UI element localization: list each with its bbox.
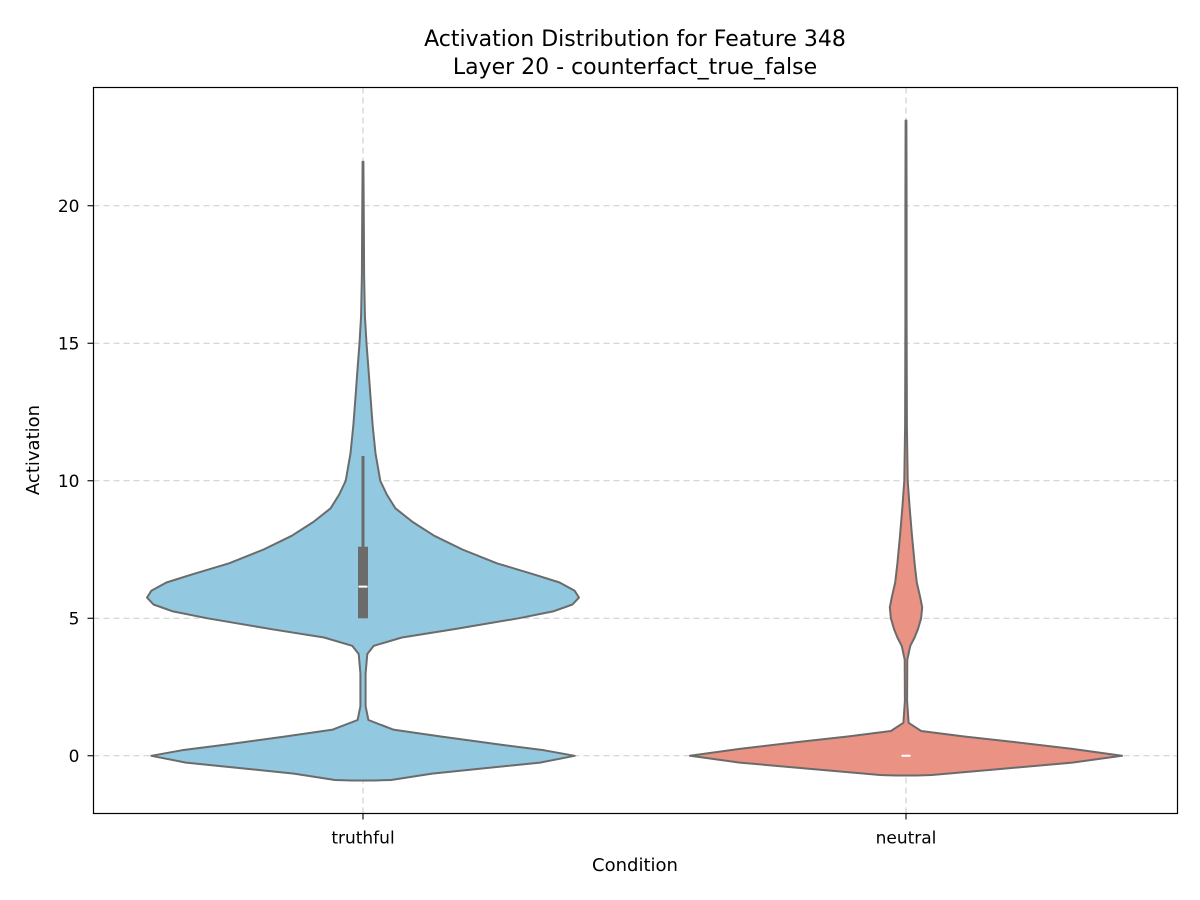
plot-frame	[92, 86, 1179, 815]
iqr-box-truthful	[358, 546, 368, 619]
x-tick-label-neutral: neutral	[876, 829, 937, 849]
y-tick-label: 10	[58, 472, 80, 492]
x-axis-label: Condition	[592, 855, 678, 876]
violin-neutral	[689, 119, 1123, 777]
chart-subtitle: Layer 20 - counterfact_true_false	[453, 55, 817, 80]
y-tick-label: 5	[69, 609, 80, 629]
y-tick-label: 15	[58, 334, 80, 354]
axis-ticks: 0 5 10 15 20 truthful neutral	[58, 197, 937, 849]
y-tick-label: 20	[58, 197, 80, 217]
x-tick-label-truthful: truthful	[331, 829, 394, 849]
y-axis-label: Activation	[23, 405, 44, 495]
y-tick-label: 0	[69, 747, 80, 767]
grid-lines	[93, 87, 1178, 814]
violins	[146, 119, 1123, 782]
chart-title: Activation Distribution for Feature 348	[424, 27, 846, 52]
